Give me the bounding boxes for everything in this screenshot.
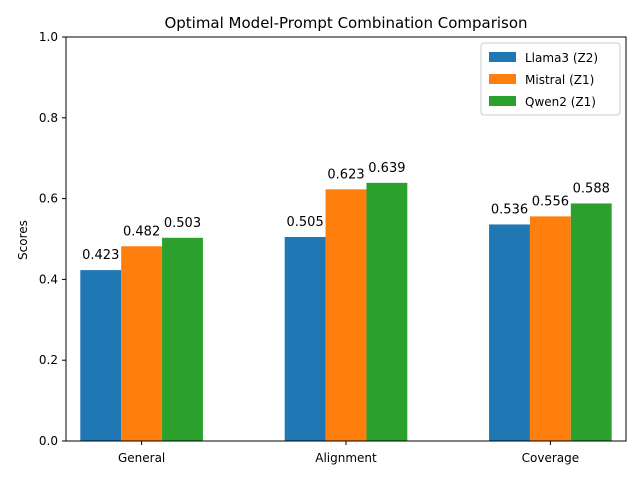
legend-entry-label: Qwen2 (Z1)	[525, 95, 596, 109]
x-tick-label: General	[118, 451, 165, 465]
bar-value-label: 0.503	[164, 216, 201, 231]
data-labels-layer: 0.423 0.505 0.536 0.482 0.623 0.556 0.503 0.639…	[82, 161, 610, 263]
y-tick-label: 0.6	[39, 192, 58, 206]
bar-llama3-z2-alignment	[284, 236, 326, 441]
bars-layer	[80, 182, 612, 441]
x-tick-label: Coverage	[522, 451, 580, 465]
plot-area-frame	[65, 36, 627, 442]
ticks-layer: General Alignment Coverage 0.0 0.2 0.4 0.6 0.8 1…	[39, 30, 579, 465]
bar-value-label: 0.623	[327, 167, 364, 182]
bar-qwen2-z1-alignment	[366, 182, 408, 441]
legend-entry-label: Mistral (Z1)	[525, 73, 594, 87]
chart-title: Optimal Model-Prompt Combination Compari…	[164, 14, 527, 32]
bar-mistral-z1-alignment	[325, 189, 367, 441]
x-tick-label: Alignment	[315, 451, 377, 465]
legend-swatch	[489, 52, 516, 62]
bar-mistral-z1-coverage	[529, 216, 571, 441]
bar-value-label: 0.482	[123, 224, 160, 239]
bar-llama3-z2-general	[80, 270, 122, 441]
bar-value-label: 0.536	[491, 202, 528, 217]
legend-swatch	[489, 96, 516, 106]
legend-entry-label: Llama3 (Z2)	[525, 51, 598, 65]
bar-value-label: 0.556	[532, 194, 569, 209]
bar-value-label: 0.423	[82, 248, 119, 263]
bar-qwen2-z1-coverage	[570, 203, 612, 441]
y-tick-label: 0.2	[39, 353, 58, 367]
bar-value-label: 0.639	[368, 161, 405, 176]
y-axis-label: Scores	[16, 220, 30, 260]
bar-value-label: 0.505	[287, 215, 324, 230]
bar-mistral-z1-general	[121, 246, 163, 441]
y-tick-label: 0.0	[39, 434, 58, 448]
legend: Llama3 (Z2) Mistral (Z1) Qwen2 (Z1)	[480, 42, 621, 116]
legend-swatch	[489, 74, 516, 84]
y-tick-label: 0.4	[39, 272, 58, 286]
bar-qwen2-z1-general	[162, 237, 203, 441]
bar-llama3-z2-coverage	[489, 224, 530, 441]
y-tick-label: 1.0	[39, 30, 58, 44]
bar-value-label: 0.588	[573, 181, 610, 196]
y-tick-label: 0.8	[39, 111, 58, 125]
